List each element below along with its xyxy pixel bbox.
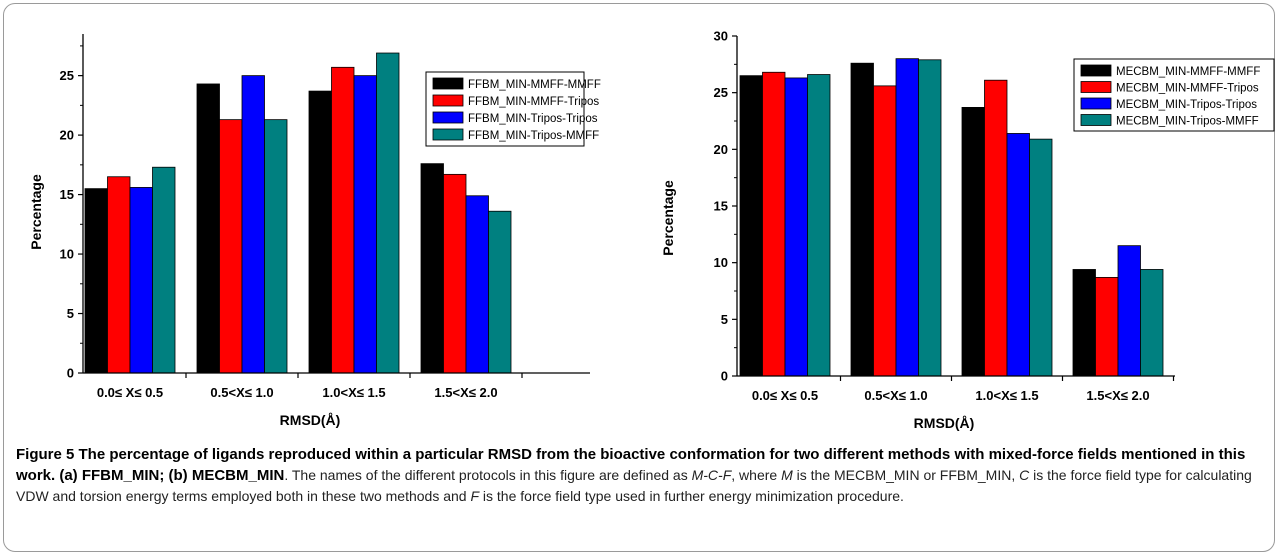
bar [465, 195, 489, 374]
bar [961, 107, 985, 377]
bar [331, 66, 355, 374]
legend: MECBM_MIN-MMFF-MMFF MECBM_MIN-MMFF-Tripos… [1073, 58, 1275, 132]
bar [984, 79, 1008, 377]
caption-var-m: M [781, 467, 793, 483]
bar [420, 163, 444, 374]
y-tick-label: 25 [714, 85, 728, 100]
legend-swatch [432, 77, 464, 90]
caption-var-mcf: M-C-F [691, 467, 732, 483]
y-tick-label: 10 [714, 255, 728, 270]
caption-text: , where [731, 467, 782, 483]
legend-swatch [432, 111, 464, 124]
legend-label: MECBM_MIN-Tripos-Tripos [1116, 99, 1257, 111]
caption-text: is the force field type for calculating … [16, 467, 1252, 504]
y-axis-title: Percentage [660, 180, 676, 256]
y-tick-label: 5 [67, 306, 74, 321]
bar [1006, 133, 1030, 377]
x-axis-title: RMSD(Å) [280, 412, 341, 428]
bar [895, 58, 919, 377]
bar [219, 119, 243, 374]
caption-var-f: F [470, 488, 480, 504]
bar [241, 75, 265, 374]
bar [353, 75, 377, 374]
bar [107, 176, 131, 374]
bar [376, 52, 400, 374]
bar [807, 74, 831, 377]
x-tick-label: 1.0<X≤ 1.5 [975, 388, 1038, 403]
caption-title: Figure 5 The percentage of ligands repro… [16, 446, 1246, 484]
legend-label: FFBM_MIN-MMFF-MMFF [468, 79, 601, 91]
bar [739, 75, 763, 377]
x-tick-label: 0.0≤ X≤ 0.5 [97, 385, 163, 400]
x-tick-label: 0.5<X≤ 1.0 [210, 385, 273, 400]
bar [873, 85, 897, 377]
y-tick-label: 20 [714, 142, 728, 157]
caption-text: . The names of the different protocols i… [284, 467, 692, 483]
y-tick-label: 0 [67, 366, 74, 381]
bar [152, 166, 176, 374]
y-tick-label: 5 [721, 312, 728, 327]
caption-text: is the MECBM_MIN or FFBM_MIN, [792, 467, 1020, 483]
x-tick-label: 1.5<X≤ 2.0 [434, 385, 497, 400]
legend-label: FFBM_MIN-Tripos-Tripos [468, 113, 598, 125]
chart-b: 0.0≤ X≤ 0.5 0.5<X≤ 1.0 1.0<X≤ 1.5 1.5<X≤ 2.… [660, 29, 1275, 431]
bar [488, 210, 512, 374]
bar [850, 62, 874, 377]
legend-swatch [1080, 64, 1112, 77]
caption-var-c: C [1019, 467, 1030, 483]
legend-swatch [1080, 97, 1112, 110]
x-tick-label: 0.0≤ X≤ 0.5 [752, 388, 818, 403]
bar [1072, 269, 1096, 377]
legend: FFBM_MIN-MMFF-MMFF FFBM_MIN-MMFF-Tripos FF… [425, 71, 601, 147]
y-axis-title: Percentage [28, 174, 44, 250]
x-tick-label: 1.0<X≤ 1.5 [322, 385, 385, 400]
bar [1140, 269, 1164, 377]
bar [129, 187, 153, 374]
legend-swatch [432, 94, 464, 107]
y-tick-label: 0 [721, 369, 728, 384]
y-tick-label: 10 [60, 247, 74, 262]
figure-caption: Figure 5 The percentage of ligands repro… [16, 444, 1266, 507]
x-axis-title: RMSD(Å) [914, 415, 975, 431]
bar [264, 119, 288, 374]
caption-text: is the force field type used in further … [479, 488, 904, 504]
bar [443, 173, 467, 374]
x-tick-label: 0.5<X≤ 1.0 [864, 388, 927, 403]
legend-swatch [1080, 114, 1112, 126]
y-tick-label: 30 [714, 29, 728, 44]
y-tick-label: 25 [60, 68, 74, 83]
bar [1095, 276, 1119, 377]
chart-a: 0.0≤ X≤ 0.5 0.5<X≤ 1.0 1.0<X≤ 1.5 1.5<X≤ 2.… [28, 34, 601, 428]
bar [84, 188, 108, 374]
bar [196, 83, 220, 374]
bar [784, 77, 808, 377]
y-tick-label: 20 [60, 128, 74, 143]
bar [1029, 138, 1053, 377]
legend-label: MECBM_MIN-Tripos-MMFF [1116, 116, 1259, 128]
legend-swatch [1080, 81, 1112, 93]
bar [308, 90, 332, 374]
x-tick-label: 1.5<X≤ 2.0 [1086, 388, 1149, 403]
legend-label: FFBM_MIN-MMFF-Tripos [468, 96, 599, 108]
bar [762, 71, 786, 377]
legend-swatch [432, 128, 464, 141]
legend-label: FFBM_MIN-Tripos-MMFF [468, 130, 599, 142]
y-tick-label: 15 [60, 187, 74, 202]
bar [918, 59, 942, 377]
legend-label: MECBM_MIN-MMFF-Tripos [1116, 83, 1259, 95]
bar [1117, 245, 1141, 377]
y-tick-label: 15 [714, 199, 728, 214]
legend-label: MECBM_MIN-MMFF-MMFF [1116, 66, 1260, 78]
